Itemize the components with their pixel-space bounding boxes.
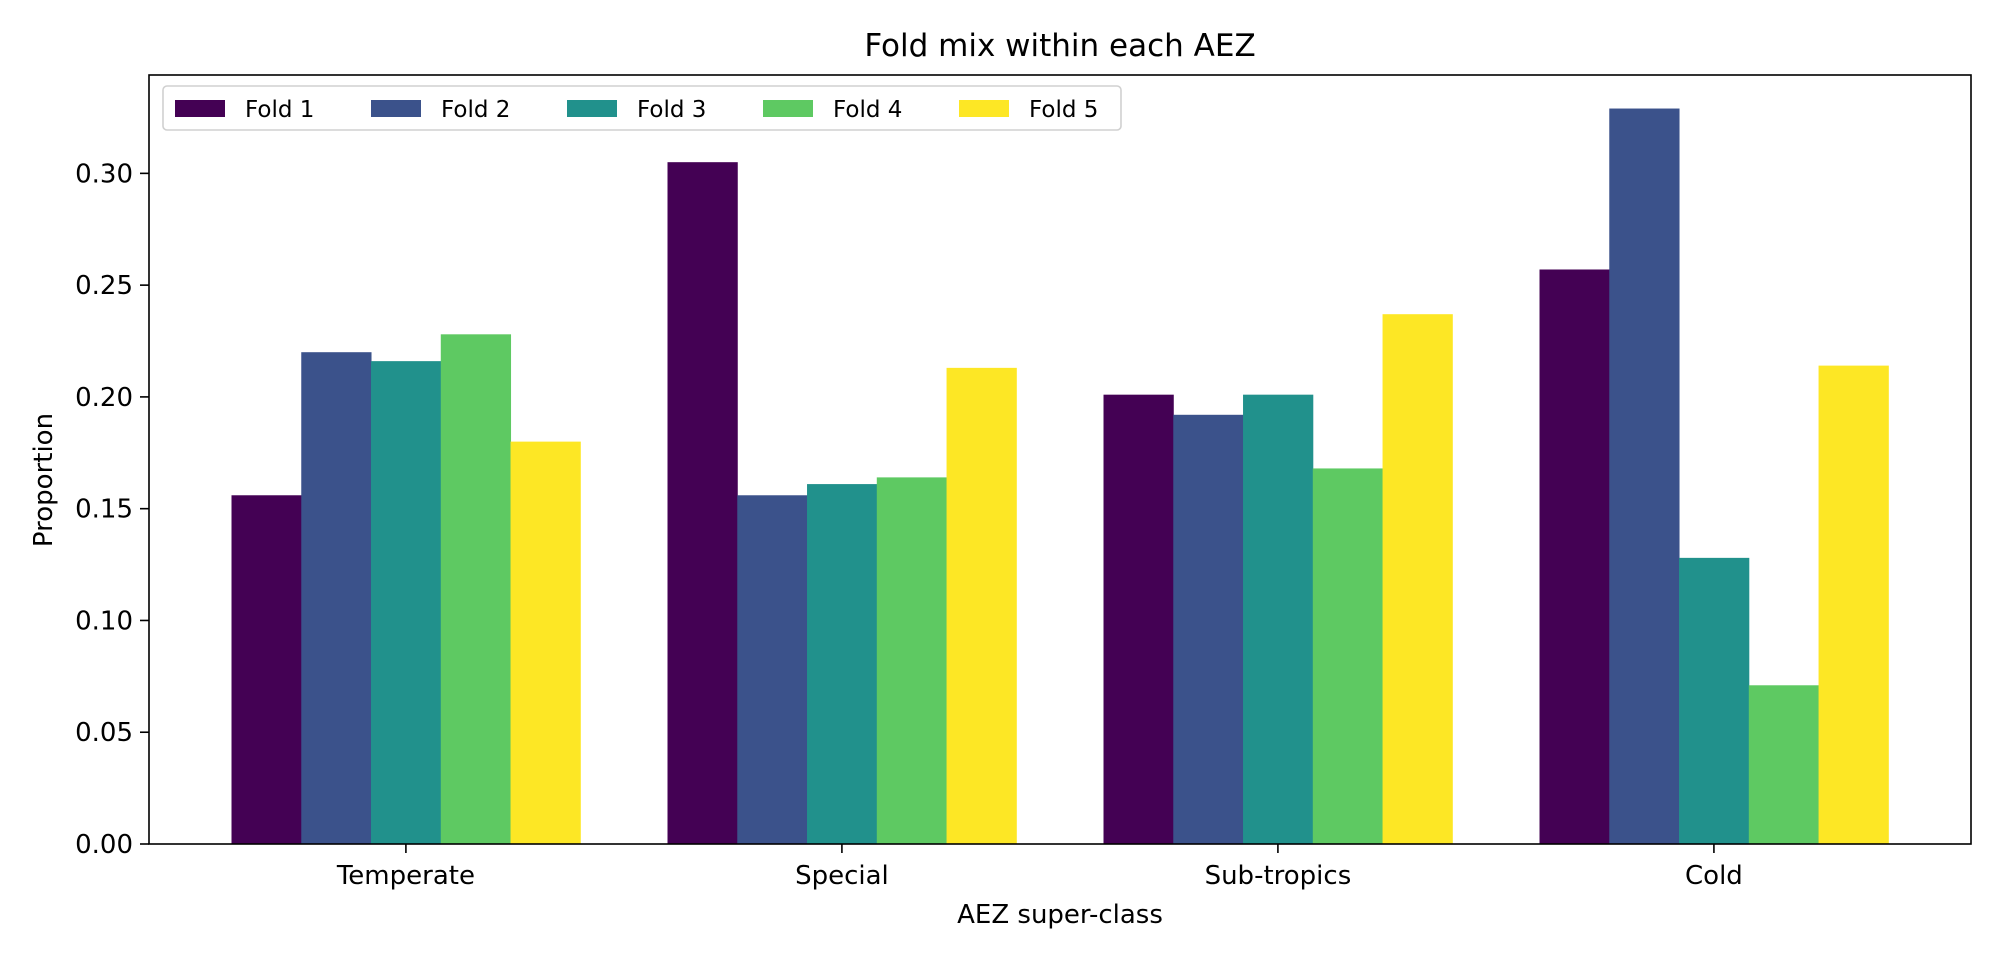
x-tick-label: Cold	[1685, 861, 1743, 891]
x-axis: Temperate Special Sub-tropics Cold	[336, 844, 1743, 891]
bars-group	[231, 108, 1889, 844]
legend-box	[162, 85, 1122, 131]
bar-fold-5-special	[946, 367, 1017, 844]
bar-fold-2-special	[737, 495, 808, 844]
y-tick-label: 0.25	[75, 271, 133, 301]
bar-fold-5-temperate	[510, 441, 581, 844]
bar-fold-4-sub-tropics	[1312, 468, 1384, 844]
legend-label-4: Fold 4	[833, 97, 902, 123]
bar-fold-3-special	[807, 484, 878, 844]
x-tick-label: Special	[795, 861, 889, 891]
bar-fold-4-cold	[1748, 685, 1820, 844]
bar-fold-1-cold	[1539, 269, 1610, 844]
y-tick-label: 0.20	[75, 383, 133, 413]
bar-fold-1-sub-tropics	[1103, 394, 1174, 844]
legend-label-1: Fold 1	[245, 97, 314, 123]
legend-swatch-3	[567, 100, 617, 117]
bar-fold-2-sub-tropics	[1173, 414, 1244, 844]
x-tick-label: Temperate	[336, 861, 475, 891]
y-tick-label: 0.10	[75, 606, 133, 636]
bar-fold-5-cold	[1818, 365, 1889, 844]
y-tick-label: 0.05	[75, 718, 133, 748]
chart-title: Fold mix within each AEZ	[864, 28, 1255, 64]
bar-fold-4-special	[876, 477, 948, 844]
legend-label-5: Fold 5	[1029, 97, 1098, 123]
x-tick-label: Sub-tropics	[1205, 861, 1352, 891]
legend-swatch-1	[175, 100, 225, 117]
legend-swatch-5	[959, 100, 1009, 117]
bar-fold-3-sub-tropics	[1243, 394, 1314, 844]
x-axis-label: AEZ super-class	[957, 900, 1163, 930]
bar-fold-4-temperate	[440, 334, 512, 844]
legend-swatch-4	[763, 100, 813, 117]
legend-label-2: Fold 2	[441, 97, 510, 123]
y-tick-label: 0.15	[75, 495, 133, 525]
legend: Fold 1 Fold 2 Fold 3 Fold 4 Fold 5	[162, 85, 1122, 131]
bar-fold-3-temperate	[371, 361, 442, 844]
y-axis: 0.00 0.05 0.10 0.15 0.20 0.25 0.30	[75, 159, 149, 860]
y-axis-label: Proportion	[29, 413, 59, 547]
bar-fold-2-temperate	[301, 352, 372, 844]
bar-fold-3-cold	[1679, 557, 1750, 844]
y-tick-label: 0.00	[75, 830, 133, 860]
bar-fold-5-sub-tropics	[1382, 314, 1453, 844]
legend-label-3: Fold 3	[637, 97, 706, 123]
bar-fold-1-temperate	[231, 495, 302, 844]
bar-fold-2-cold	[1609, 108, 1680, 844]
y-tick-label: 0.30	[75, 159, 133, 189]
bar-fold-1-special	[667, 162, 738, 844]
plot-frame	[148, 74, 1972, 845]
legend-swatch-2	[371, 100, 421, 117]
